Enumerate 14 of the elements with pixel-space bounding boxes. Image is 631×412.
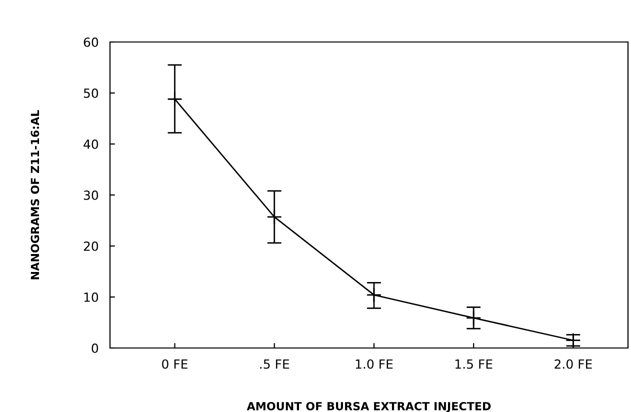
x-tick-label: .5 FE — [260, 359, 290, 369]
x-tick-label: 1.5 FE — [456, 359, 492, 369]
y-tick-label: 30 — [84, 190, 98, 200]
y-tick-label: 60 — [84, 37, 98, 47]
y-tick-label: 50 — [84, 88, 98, 98]
x-tick-label: 2.0 FE — [554, 359, 592, 369]
x-tick-label: 1.0 FE — [356, 359, 393, 369]
y-tick-label: 40 — [84, 139, 98, 149]
x-tick-label: 0 FE — [162, 359, 188, 369]
y-tick-label: 20 — [84, 241, 98, 251]
y-axis-title: NANOGRAMS OF Z11-16:AL — [30, 110, 40, 280]
y-tick-label: 0 — [92, 343, 98, 353]
x-axis-title: AMOUNT OF BURSA EXTRACT INJECTED — [246, 402, 491, 412]
y-tick-label: 10 — [84, 292, 98, 302]
